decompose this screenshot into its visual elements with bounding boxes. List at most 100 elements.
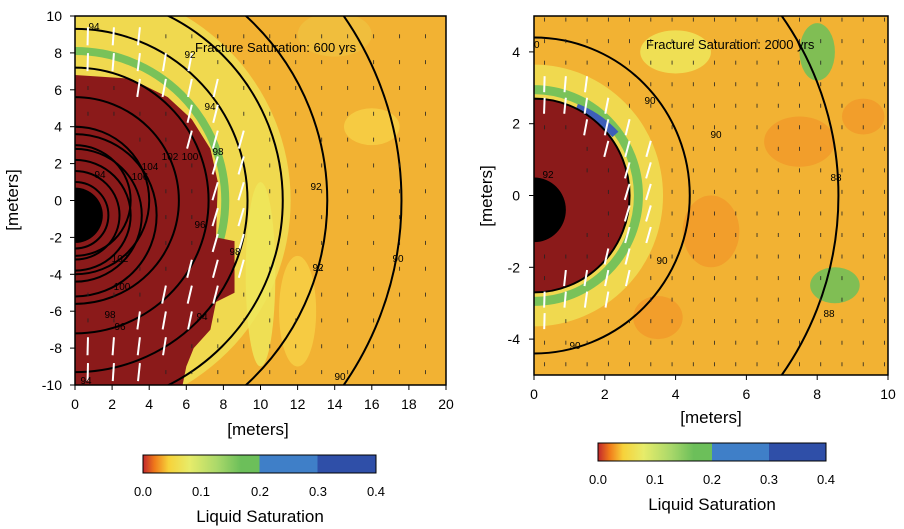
- left-colorbar-tick-2: 0.2: [251, 484, 269, 499]
- left-contour-label-17: 96: [114, 322, 126, 333]
- left-y-tick-7: -4: [50, 266, 63, 282]
- right-flow-arrow-15: [563, 291, 567, 308]
- left-flow-arrow-73: [237, 233, 245, 253]
- left-x-tick-9: 18: [401, 396, 417, 412]
- left-patch-0: [297, 16, 372, 57]
- right-flow-arrow-35: [584, 76, 589, 93]
- right-colorbar-tick-0: 0.0: [589, 472, 607, 487]
- right-colorbar: 0.0 0.1 0.2 0.3 0.4 Liquid Saturation: [589, 442, 835, 514]
- left-flow-arrow-38: [161, 52, 167, 72]
- right-flow-arrow-83: [645, 140, 652, 158]
- left-contour-90: [342, 16, 403, 385]
- right-flow-arrow-34: [583, 97, 589, 114]
- left-flow-arrow-29: [161, 285, 167, 304]
- left-flow-arrow-14: [111, 53, 115, 72]
- right-flow-arrow-62: [624, 226, 631, 244]
- left-flow-arrow-58: [212, 259, 219, 279]
- left-panel: 9496929498100102104106969894929010010294…: [42, 8, 454, 412]
- left-contour-label-5: 100: [182, 152, 199, 163]
- right-colorbar-tick-4: 0.4: [817, 472, 835, 487]
- right-flow-arrow-66: [624, 140, 631, 158]
- right-chart-title: Fracture Saturation: 2000 yrs: [646, 37, 815, 52]
- right-dryout-zone: [534, 98, 630, 293]
- right-x-tick-2: 4: [672, 386, 680, 402]
- left-inner-contour-3: [75, 158, 132, 272]
- right-contour-88: [780, 16, 840, 375]
- left-flow-arrow-42: [187, 311, 193, 330]
- left-x-tick-8: 16: [364, 396, 380, 412]
- left-contour-92: [244, 16, 329, 385]
- right-flow-arrow-50: [603, 119, 610, 136]
- left-flow-arrow-50: [186, 104, 193, 124]
- right-waste-package: [534, 177, 566, 243]
- right-patch-0: [682, 195, 740, 268]
- left-x-axis-label: [meters]: [227, 420, 288, 439]
- right-flow-arrow-81: [645, 183, 652, 201]
- left-flow-arrow-76: [237, 156, 245, 175]
- left-contour-label-8: 106: [132, 172, 149, 183]
- right-flow-arrow-67: [624, 119, 631, 136]
- right-colorbar-scale: [597, 442, 827, 462]
- left-contour-96: [75, 27, 249, 374]
- right-flow-arrow-16: [563, 269, 567, 287]
- left-y-tick-6: -2: [50, 229, 63, 245]
- right-contour-92: [534, 97, 631, 294]
- left-x-tick-10: 20: [438, 396, 454, 412]
- left-y-tick-4: 2: [54, 156, 62, 172]
- left-flow-arrow-72: [237, 259, 245, 279]
- right-y-tick-2: 0: [512, 188, 520, 204]
- left-y-axis-label: [meters]: [3, 169, 22, 230]
- left-flow-arrow-63: [211, 130, 219, 149]
- right-flow-arrow-49: [603, 140, 610, 158]
- right-flow-arrow-65: [623, 162, 631, 179]
- left-y-tick-9: -8: [50, 340, 63, 356]
- left-contour-label-2: 92: [184, 50, 196, 61]
- right-contour-label-0: 90: [528, 40, 540, 51]
- right-colorbar-tick-2: 0.2: [703, 472, 721, 487]
- right-patch-2: [764, 116, 835, 167]
- left-x-tick-7: 14: [327, 396, 343, 412]
- right-flow-arrow-19: [563, 97, 567, 114]
- right-colorbar-tick-3: 0.3: [760, 472, 778, 487]
- left-flow-arrow-51: [187, 78, 193, 98]
- right-flow-arrow-7: [543, 97, 546, 114]
- left-contour-label-7: 104: [142, 162, 159, 173]
- right-y-tick-1: 2: [512, 116, 520, 132]
- left-x-tick-0: 0: [71, 396, 79, 412]
- left-inner-contour-4: [75, 147, 143, 283]
- right-flow-arrow-63: [623, 205, 631, 222]
- left-contour-label-18: 98: [104, 310, 116, 321]
- left-y-tick-3: 4: [54, 119, 62, 135]
- left-x-tick-3: 6: [182, 396, 190, 412]
- left-contour-label-11: 94: [196, 312, 208, 323]
- left-contour-label-9: 96: [194, 220, 206, 231]
- left-contour-label-12: 92: [312, 263, 324, 274]
- left-flow-arrow-37: [161, 78, 167, 98]
- right-x-tick-1: 2: [601, 386, 609, 402]
- right-contour-label-6: 88: [830, 173, 842, 184]
- left-flow-arrow-28: [161, 311, 167, 330]
- right-contour-label-2: 90: [710, 130, 722, 141]
- right-x-tick-0: 0: [530, 386, 538, 402]
- right-flow-arrow-33: [583, 119, 589, 136]
- left-flow-arrow-77: [237, 130, 245, 149]
- left-x-tick-2: 4: [145, 396, 153, 412]
- left-contour-94: [75, 125, 151, 276]
- left-colorbar: 0.0 0.1 0.2 0.3 0.4 Liquid Saturation: [134, 454, 385, 526]
- left-chart-title: Fracture Saturation: 600 yrs: [195, 40, 357, 55]
- left-contour-100: [75, 96, 180, 305]
- right-x-tick-5: 10: [880, 386, 896, 402]
- left-flow-arrow-49: [186, 130, 193, 149]
- right-contour-90: [534, 36, 691, 355]
- left-flow-arrow-6: [86, 53, 89, 72]
- left-contour-label-3: 94: [204, 102, 216, 113]
- left-flow-arrow-61: [211, 181, 219, 201]
- right-flow-arrow-60: [624, 269, 631, 287]
- left-contour-label-19: 90: [334, 372, 346, 383]
- right-y-tick-4: -4: [508, 331, 521, 347]
- left-contour-label-14: 100: [114, 282, 131, 293]
- left-contour-label-10: 98: [229, 247, 241, 258]
- right-high-saturation-band: [574, 103, 619, 138]
- left-contour-98: [75, 66, 210, 335]
